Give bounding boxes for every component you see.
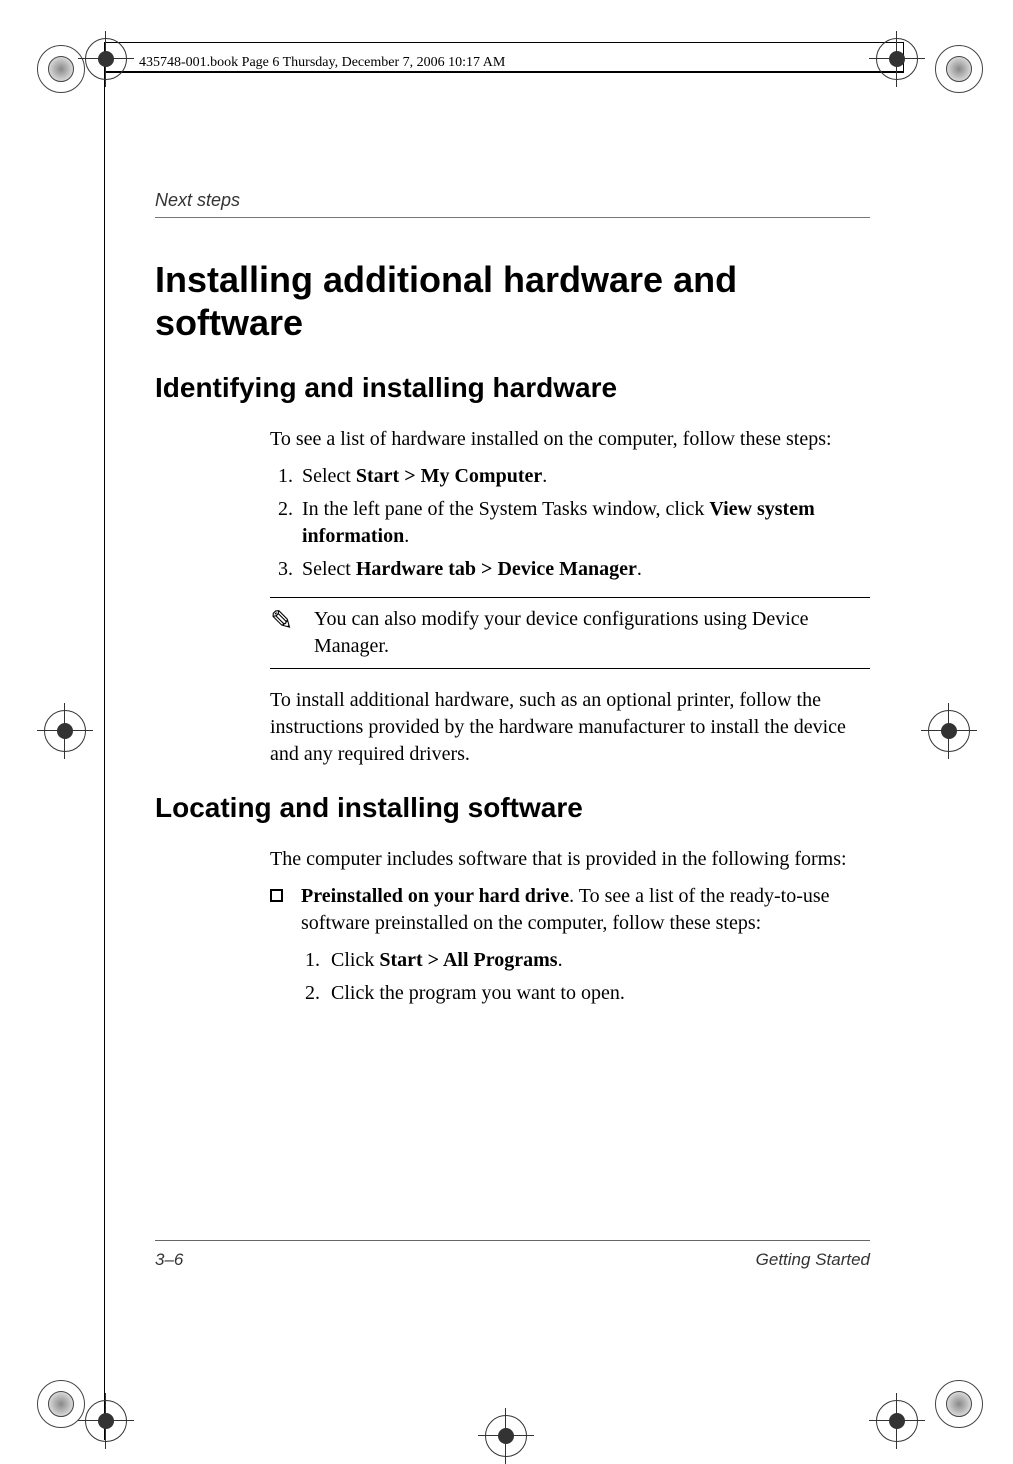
- step-a1-pre: Select: [302, 465, 356, 487]
- heading-2b: Locating and installing software: [155, 792, 870, 824]
- running-head-rule: [155, 217, 870, 218]
- reg-mark-top-left: [37, 45, 85, 93]
- step-a2: In the left pane of the System Tasks win…: [298, 496, 870, 550]
- body-block-a: To see a list of hardware installed on t…: [270, 426, 870, 583]
- running-head: Next steps: [155, 190, 870, 217]
- heading-1: Installing additional hardware and softw…: [155, 258, 870, 344]
- step-a3: Select Hardware tab > Device Manager.: [298, 556, 870, 583]
- sub-step-b1: Click Start > All Programs.: [325, 947, 870, 974]
- sub-step-b2: Click the program you want to open.: [325, 980, 870, 1007]
- step-a3-bold: Hardware tab > Device Manager: [356, 558, 637, 580]
- footer-doc-title: Getting Started: [756, 1250, 870, 1270]
- bullet-b1: Preinstalled on your hard drive. To see …: [270, 883, 870, 1013]
- crop-target-bl: [85, 1400, 127, 1442]
- sub-b1-post: .: [558, 949, 563, 971]
- step-a1-bold: Start > My Computer: [356, 465, 542, 487]
- sub-b1-pre: Click: [331, 949, 379, 971]
- crop-target-bottom-mid: [485, 1415, 527, 1457]
- intro-a: To see a list of hardware installed on t…: [270, 426, 870, 453]
- page-content: Next steps Installing additional hardwar…: [155, 190, 870, 1021]
- intro-b: The computer includes software that is p…: [270, 846, 870, 873]
- sub-b1-bold: Start > All Programs: [379, 949, 557, 971]
- frame-line-top: [104, 72, 904, 73]
- step-a2-post: .: [404, 525, 409, 547]
- crop-target-tl: [85, 38, 127, 80]
- note-icon: ✎: [270, 606, 304, 660]
- print-header-text: 435748-001.book Page 6 Thursday, Decembe…: [135, 55, 509, 71]
- bullet-b1-body: Preinstalled on your hard drive. To see …: [301, 883, 870, 1013]
- crop-target-left-mid: [44, 710, 86, 752]
- body-block-b: The computer includes software that is p…: [270, 846, 870, 873]
- footer-page-number: 3–6: [155, 1250, 183, 1270]
- step-a2-pre: In the left pane of the System Tasks win…: [302, 498, 709, 520]
- crop-target-br: [876, 1400, 918, 1442]
- note-a-text: You can also modify your device configur…: [314, 606, 870, 660]
- bullet-square-icon: [270, 889, 283, 902]
- para-a2: To install additional hardware, such as …: [270, 687, 870, 768]
- heading-2a: Identifying and installing hardware: [155, 372, 870, 404]
- step-a3-pre: Select: [302, 558, 356, 580]
- frame-line-left: [104, 42, 105, 1440]
- steps-a: Select Start > My Computer. In the left …: [298, 463, 870, 583]
- bullet-list-b: Preinstalled on your hard drive. To see …: [270, 883, 870, 1013]
- step-a3-post: .: [637, 558, 642, 580]
- crop-target-tr: [876, 38, 918, 80]
- crop-target-right-mid: [928, 710, 970, 752]
- sub-steps-b: Click Start > All Programs. Click the pr…: [325, 947, 870, 1007]
- footer-rule: [155, 1240, 870, 1241]
- step-a1-post: .: [542, 465, 547, 487]
- reg-mark-top-right: [935, 45, 983, 93]
- body-block-a2: To install additional hardware, such as …: [270, 687, 870, 768]
- note-a: ✎ You can also modify your device config…: [270, 597, 870, 669]
- bullet-b1-bold: Preinstalled on your hard drive: [301, 885, 569, 907]
- step-a1: Select Start > My Computer.: [298, 463, 870, 490]
- reg-mark-bottom-right: [935, 1380, 983, 1428]
